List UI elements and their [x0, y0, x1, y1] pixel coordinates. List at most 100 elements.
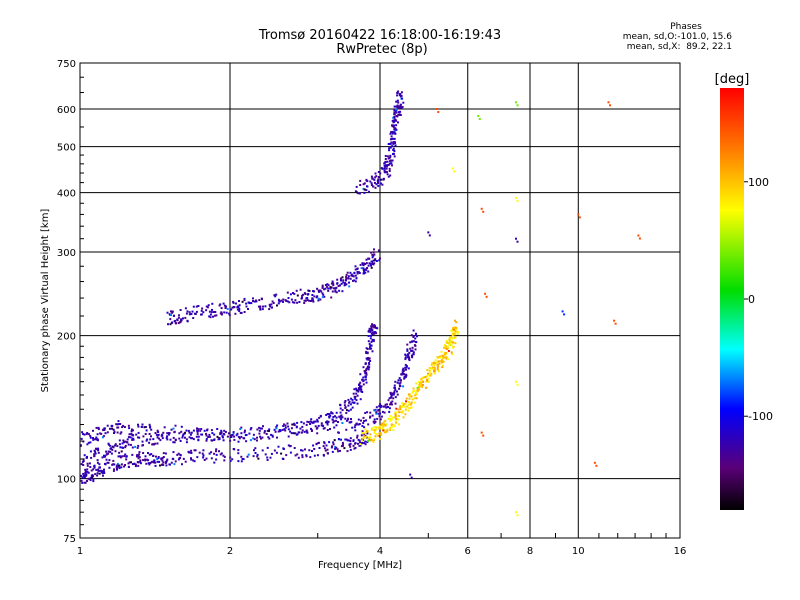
data-point — [394, 380, 397, 383]
data-point — [381, 422, 384, 425]
data-point — [137, 464, 140, 467]
data-point — [353, 388, 356, 391]
data-point — [393, 109, 396, 112]
data-point — [316, 420, 319, 423]
data-point — [377, 182, 379, 184]
data-point — [97, 428, 100, 431]
data-point — [428, 380, 431, 383]
data-point — [311, 299, 314, 302]
data-point — [180, 430, 183, 433]
data-point — [398, 94, 401, 97]
data-point — [389, 427, 392, 429]
data-point — [287, 428, 290, 431]
data-point — [395, 105, 398, 108]
data-point — [232, 432, 235, 435]
data-point — [347, 275, 350, 278]
data-point — [313, 448, 316, 450]
data-point — [295, 426, 298, 429]
data-point — [393, 391, 396, 394]
data-point — [169, 438, 172, 441]
data-point — [388, 417, 391, 420]
data-point — [174, 460, 177, 463]
data-point — [388, 162, 391, 165]
data-point — [322, 453, 325, 456]
data-point — [92, 478, 95, 481]
data-point — [258, 305, 260, 308]
data-point — [84, 472, 87, 475]
data-point — [408, 401, 411, 404]
data-point — [173, 320, 176, 323]
data-point — [638, 237, 641, 240]
data-point — [439, 356, 442, 359]
data-point — [386, 429, 389, 432]
data-point — [275, 426, 278, 429]
data-point — [388, 147, 391, 150]
data-point — [377, 434, 380, 437]
data-point — [208, 452, 211, 455]
data-point — [268, 303, 271, 306]
data-point — [355, 392, 358, 395]
data-point — [156, 460, 159, 463]
data-point — [127, 443, 130, 446]
data-point — [371, 323, 374, 326]
data-point — [375, 411, 378, 414]
data-point — [613, 319, 616, 322]
data-point — [111, 463, 114, 466]
data-point — [194, 313, 197, 315]
data-point — [369, 329, 372, 332]
data-point — [351, 406, 354, 409]
data-point — [395, 100, 398, 103]
data-point — [350, 397, 353, 400]
data-point — [369, 411, 372, 414]
data-point — [366, 366, 369, 369]
data-point — [254, 452, 257, 454]
data-point — [364, 372, 367, 375]
data-point — [310, 427, 312, 430]
data-point — [277, 445, 280, 448]
data-point — [192, 305, 195, 308]
data-point — [112, 446, 115, 449]
data-point — [424, 376, 427, 378]
data-point — [354, 268, 357, 271]
data-point — [369, 344, 372, 347]
data-point — [255, 300, 258, 303]
data-point — [222, 439, 225, 442]
data-point — [245, 305, 248, 308]
data-point — [177, 322, 180, 325]
data-point — [345, 409, 348, 412]
data-point — [346, 271, 349, 274]
data-point — [435, 108, 438, 110]
data-point — [258, 299, 261, 302]
data-point — [117, 423, 120, 426]
data-point — [83, 476, 86, 479]
data-point — [225, 311, 228, 314]
data-point — [368, 257, 371, 260]
x-tick-label: 2 — [227, 546, 233, 557]
data-point — [421, 379, 424, 382]
data-point — [430, 364, 433, 366]
data-point — [293, 292, 296, 295]
data-point — [161, 457, 164, 460]
data-point — [208, 310, 211, 313]
data-point — [516, 104, 519, 107]
data-point — [79, 444, 82, 447]
data-point — [447, 358, 450, 361]
data-point — [318, 416, 321, 419]
data-point — [125, 458, 128, 461]
data-point — [156, 442, 159, 445]
data-point — [306, 299, 309, 302]
data-point — [402, 367, 405, 370]
y-tick-label: 600 — [57, 105, 76, 116]
data-point — [337, 438, 340, 440]
data-point — [279, 300, 282, 303]
data-point — [443, 346, 446, 349]
data-point — [269, 456, 272, 459]
data-point — [400, 411, 403, 414]
data-point — [385, 167, 388, 170]
data-point — [190, 313, 193, 315]
data-point — [227, 432, 230, 435]
data-point — [194, 449, 197, 452]
data-point — [368, 366, 371, 369]
data-point — [342, 279, 345, 282]
data-point — [340, 418, 343, 421]
